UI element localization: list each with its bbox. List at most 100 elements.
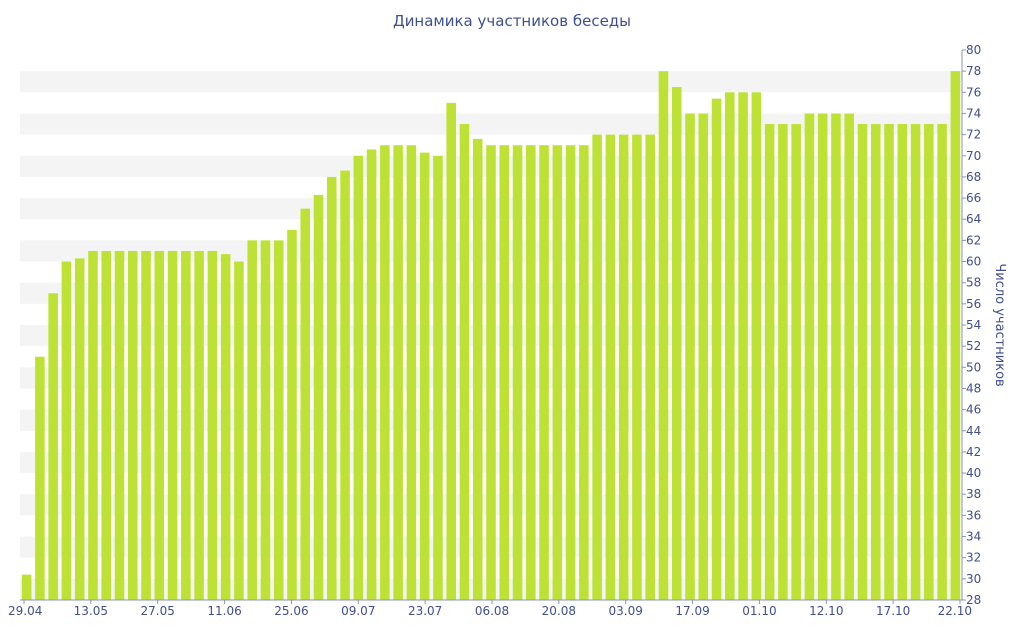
bar — [857, 124, 868, 600]
y-tick-label: 44 — [966, 424, 981, 438]
bar — [632, 134, 642, 600]
bar — [273, 240, 284, 600]
y-tick-label: 60 — [966, 255, 981, 269]
bars-group — [21, 71, 961, 601]
y-tick-label: 34 — [966, 530, 981, 544]
y-tick-label: 72 — [966, 128, 981, 142]
bar — [419, 152, 430, 600]
bar — [552, 145, 563, 600]
bar — [884, 124, 894, 600]
bar — [698, 113, 709, 601]
bar — [645, 134, 655, 600]
x-tick-label: 06.08 — [475, 604, 509, 618]
bar — [128, 250, 138, 600]
bar — [393, 145, 403, 600]
bar — [526, 145, 536, 600]
x-tick-label: 01.10 — [742, 604, 776, 618]
bar — [141, 250, 151, 600]
bar — [671, 87, 682, 600]
y-tick-label: 46 — [966, 403, 981, 417]
bar — [114, 250, 125, 600]
bar — [751, 92, 762, 600]
bar — [313, 194, 324, 600]
bar — [658, 71, 669, 600]
x-tick-label: 29.04 — [8, 604, 42, 618]
bar — [154, 250, 165, 600]
x-tick-label: 13.05 — [74, 604, 108, 618]
bar — [247, 240, 257, 600]
bar — [512, 145, 523, 600]
bar — [937, 124, 947, 600]
bar — [897, 124, 908, 600]
bar — [88, 250, 98, 600]
y-tick-label: 80 — [966, 43, 981, 57]
y-tick-label: 40 — [966, 466, 981, 480]
bar — [831, 113, 841, 601]
y-tick-label: 52 — [966, 339, 981, 353]
x-tick-label: 03.09 — [609, 604, 643, 618]
bar — [300, 208, 311, 600]
x-tick-label: 12.10 — [809, 604, 843, 618]
y-tick-label: 48 — [966, 381, 981, 395]
bar — [870, 124, 881, 600]
bar — [804, 113, 815, 601]
x-tick-label: 22.10 — [938, 604, 972, 618]
x-tick-label: 11.06 — [207, 604, 241, 618]
bar — [685, 113, 695, 601]
y-tick-label: 42 — [966, 445, 981, 459]
bar — [194, 250, 204, 600]
y-tick-label: 30 — [966, 572, 981, 586]
bar — [101, 250, 112, 600]
bar — [406, 145, 417, 600]
bar — [950, 71, 961, 600]
bar — [725, 92, 735, 600]
y-tick-label: 64 — [966, 212, 981, 226]
bar — [579, 145, 589, 600]
bar — [21, 574, 32, 600]
bar — [539, 145, 549, 600]
bar — [287, 229, 297, 600]
bar — [366, 149, 377, 601]
x-tick-label: 20.08 — [542, 604, 576, 618]
bar — [844, 113, 854, 601]
bar — [764, 124, 775, 600]
x-tick-label: 27.05 — [141, 604, 175, 618]
bar — [61, 261, 72, 600]
x-tick-label: 25.06 — [274, 604, 308, 618]
bar — [181, 250, 191, 600]
y-axis: 28 30 32 34 36 38 40 42 44 46 48 50 52 54 56 58 60 62 64 66… — [961, 43, 981, 607]
bar — [910, 124, 921, 600]
y-tick-label: 50 — [966, 360, 981, 374]
bar — [260, 240, 271, 600]
bar — [220, 254, 231, 600]
y-tick-label: 74 — [966, 106, 981, 120]
y-tick-label: 66 — [966, 191, 981, 205]
x-tick-label: 23.07 — [408, 604, 442, 618]
bar — [48, 293, 58, 600]
y-tick-label: 28 — [966, 593, 981, 607]
bar — [340, 170, 350, 600]
y-tick-label: 78 — [966, 64, 981, 78]
x-tick-label: 17.09 — [675, 604, 709, 618]
bar — [207, 250, 218, 600]
y-tick-label: 62 — [966, 233, 981, 247]
x-tick-label: 09.07 — [341, 604, 375, 618]
y-tick-label: 38 — [966, 487, 981, 501]
y-tick-label: 76 — [966, 85, 981, 99]
bar — [711, 98, 722, 601]
bar — [234, 261, 244, 600]
bar — [327, 176, 337, 601]
bar — [486, 145, 496, 600]
bar — [778, 124, 788, 600]
bar — [433, 155, 443, 600]
y-tick-label: 58 — [966, 276, 981, 290]
bar — [605, 134, 616, 600]
bar — [738, 92, 748, 600]
grid-band — [20, 71, 962, 93]
bar — [74, 258, 85, 600]
bar — [459, 124, 470, 600]
x-tick-label: 17.10 — [876, 604, 910, 618]
y-tick-label: 68 — [966, 170, 981, 184]
